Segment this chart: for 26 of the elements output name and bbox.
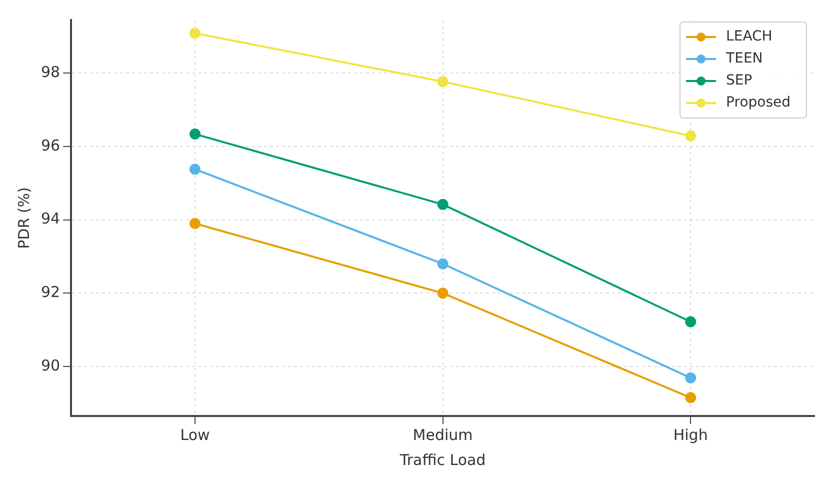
point — [437, 258, 448, 270]
point — [685, 392, 696, 404]
x-tick-label: High — [673, 426, 708, 444]
point — [685, 130, 696, 142]
point — [437, 288, 448, 299]
y-tick-label: 90 — [40, 356, 60, 374]
y-tick-label: 92 — [40, 283, 60, 302]
x-tick-label: Medium — [412, 426, 473, 444]
legend-label: TEEN — [725, 50, 763, 67]
x-tick-label: Low — [180, 426, 210, 444]
point — [189, 28, 200, 39]
y-tick-label: 94 — [40, 210, 60, 228]
x-axis-title: Traffic Load — [398, 450, 486, 469]
point — [189, 128, 200, 140]
legend-label: Proposed — [726, 94, 791, 111]
y-tick-label: 96 — [40, 136, 60, 154]
point — [685, 372, 696, 384]
legend-label: LEACH — [726, 28, 772, 45]
point — [685, 316, 696, 328]
point — [189, 218, 200, 229]
point — [437, 76, 448, 88]
y-axis-title: PDR (%) — [14, 187, 33, 249]
point — [189, 164, 200, 175]
point — [437, 198, 448, 210]
y-tick-label: 98 — [40, 63, 60, 82]
legend-label: SEP — [726, 72, 752, 89]
